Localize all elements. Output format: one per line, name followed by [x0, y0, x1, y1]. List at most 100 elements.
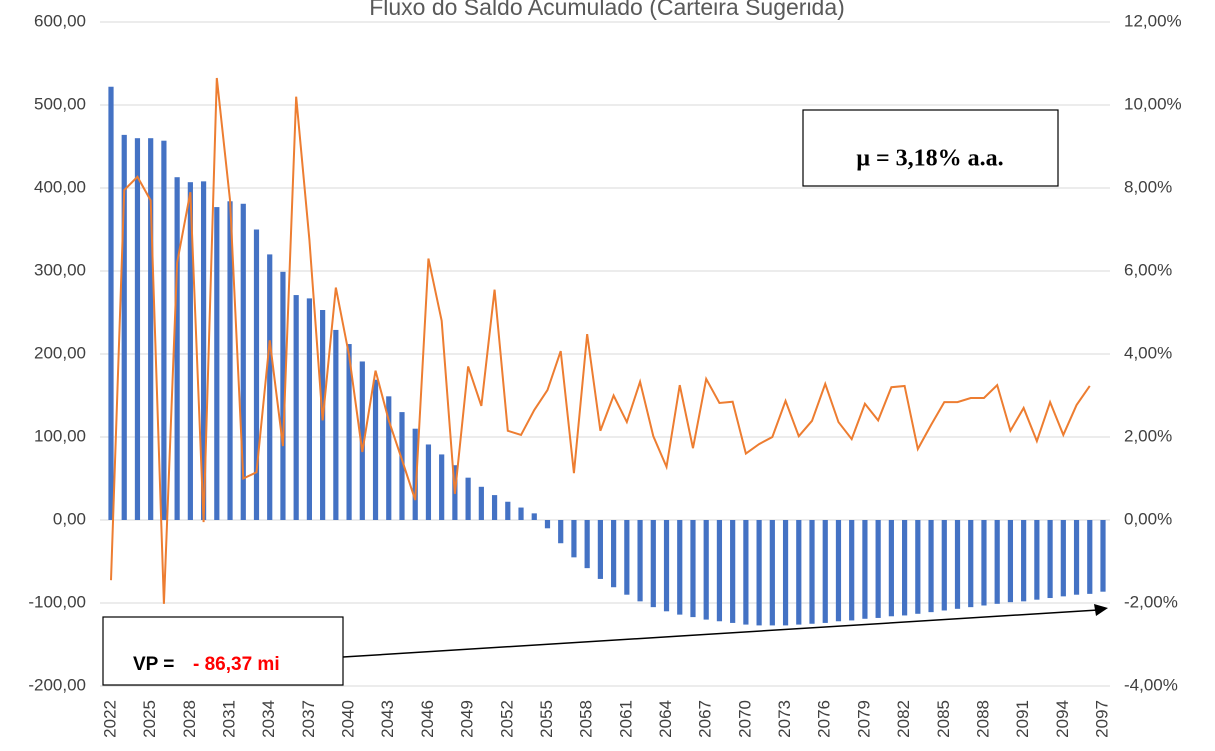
- bar: [849, 520, 855, 621]
- bar: [1021, 520, 1027, 602]
- x-tick-label: 2097: [1092, 700, 1111, 738]
- bar: [902, 520, 908, 616]
- x-tick-label: 2061: [616, 700, 635, 738]
- bar-layer: [108, 86, 1106, 626]
- bar: [650, 520, 656, 608]
- bar: [465, 477, 471, 520]
- x-tick-label: 2067: [696, 700, 715, 738]
- y-tick-label: 500,00: [34, 94, 86, 113]
- vp-box: [102, 616, 344, 686]
- bar: [333, 329, 339, 520]
- x-tick-label: 2085: [934, 700, 953, 738]
- bar: [875, 520, 881, 618]
- x-tick-label: 2079: [854, 700, 873, 738]
- bar: [716, 520, 723, 622]
- bar: [558, 520, 564, 544]
- bar: [677, 520, 683, 615]
- bar: [822, 520, 828, 623]
- y2-tick-label: 0,00%: [1124, 509, 1172, 528]
- x-tick-label: 2046: [418, 700, 437, 738]
- y2-tick-label: 12,00%: [1124, 11, 1182, 30]
- x-tick-label: 2040: [339, 700, 358, 738]
- y2-tick-label: 4,00%: [1124, 343, 1172, 362]
- mean-box: [802, 109, 1059, 187]
- bar: [1073, 520, 1080, 595]
- x-tick-label: 2043: [378, 700, 397, 738]
- bar: [253, 229, 260, 520]
- arrow-line: [342, 609, 1099, 658]
- chart-title: Fluxo do Saldo Acumulado (Carteira Suger…: [369, 0, 845, 20]
- x-tick-label: 2025: [140, 700, 159, 738]
- x-tick-label: 2076: [815, 700, 834, 738]
- bar: [280, 271, 286, 520]
- bar: [121, 134, 127, 520]
- bar: [161, 140, 167, 520]
- y-tick-label: -100,00: [28, 592, 86, 611]
- bar: [399, 412, 405, 520]
- bar: [439, 454, 445, 520]
- bar: [928, 520, 934, 613]
- x-tick-label: 2088: [973, 700, 992, 738]
- bar: [941, 520, 947, 611]
- bar: [597, 520, 603, 579]
- x-tick-label: 2022: [100, 700, 119, 738]
- bar: [743, 520, 749, 625]
- bar: [888, 520, 894, 617]
- x-tick-label: 2082: [894, 700, 913, 738]
- bar: [968, 520, 974, 608]
- bar: [240, 203, 246, 520]
- bar: [796, 520, 802, 625]
- bar: [148, 138, 154, 520]
- bar: [769, 520, 775, 626]
- bar: [306, 298, 312, 520]
- bar: [1060, 520, 1066, 597]
- x-tick-label: 2055: [537, 700, 556, 738]
- vp-value: - 86,37 mi: [193, 654, 280, 675]
- bar: [954, 520, 961, 609]
- bar: [359, 361, 365, 520]
- x-tick-label: 2049: [458, 700, 477, 738]
- bar: [478, 486, 484, 520]
- y-tick-label: 300,00: [34, 260, 86, 279]
- line-layer: [110, 77, 1091, 604]
- x-tick-label: 2034: [259, 700, 278, 738]
- bar: [134, 138, 141, 520]
- bar: [293, 295, 299, 520]
- x-tick-label: 2031: [220, 700, 239, 738]
- y-tick-label: 600,00: [34, 11, 86, 30]
- bar: [637, 520, 643, 602]
- x-tick-label: 2052: [497, 700, 516, 738]
- bar: [835, 520, 842, 622]
- x-tick-label: 2070: [735, 700, 754, 738]
- bar: [544, 520, 551, 529]
- bar: [624, 520, 630, 595]
- y2-tick-label: -4,00%: [1124, 675, 1178, 694]
- bar: [386, 396, 392, 520]
- y2-tick-label: 2,00%: [1124, 426, 1172, 445]
- y2-tick-label: 8,00%: [1124, 177, 1172, 196]
- y-tick-label: 400,00: [34, 177, 86, 196]
- x-tick-label: 2037: [299, 700, 318, 738]
- bar: [915, 520, 921, 614]
- x-tick-label: 2091: [1013, 700, 1032, 738]
- y2-tick-label: -2,00%: [1124, 592, 1178, 611]
- bar: [994, 520, 1000, 604]
- bar: [1034, 520, 1040, 600]
- bar: [782, 520, 789, 626]
- arrow-head: [1094, 604, 1108, 616]
- bar: [809, 520, 815, 624]
- bar: [690, 520, 696, 618]
- bar: [1007, 520, 1014, 603]
- bar: [425, 444, 432, 520]
- bar: [346, 344, 352, 520]
- vp-label: VP =: [133, 654, 174, 675]
- bar: [1087, 520, 1093, 594]
- bar: [267, 254, 273, 520]
- bar: [518, 507, 524, 520]
- bar: [571, 520, 577, 558]
- bar: [730, 520, 736, 623]
- bar: [531, 513, 537, 520]
- bar: [200, 181, 207, 521]
- x-tick-label: 2064: [656, 700, 675, 738]
